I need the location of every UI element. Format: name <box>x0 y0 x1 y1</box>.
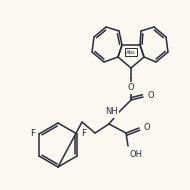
Text: O: O <box>147 92 154 101</box>
Text: F: F <box>81 130 86 139</box>
Text: Abs: Abs <box>126 50 136 55</box>
Text: O: O <box>143 123 150 131</box>
Text: O: O <box>128 83 134 93</box>
Text: OH: OH <box>129 150 142 159</box>
Text: NH: NH <box>105 108 118 116</box>
Text: F: F <box>30 130 35 139</box>
